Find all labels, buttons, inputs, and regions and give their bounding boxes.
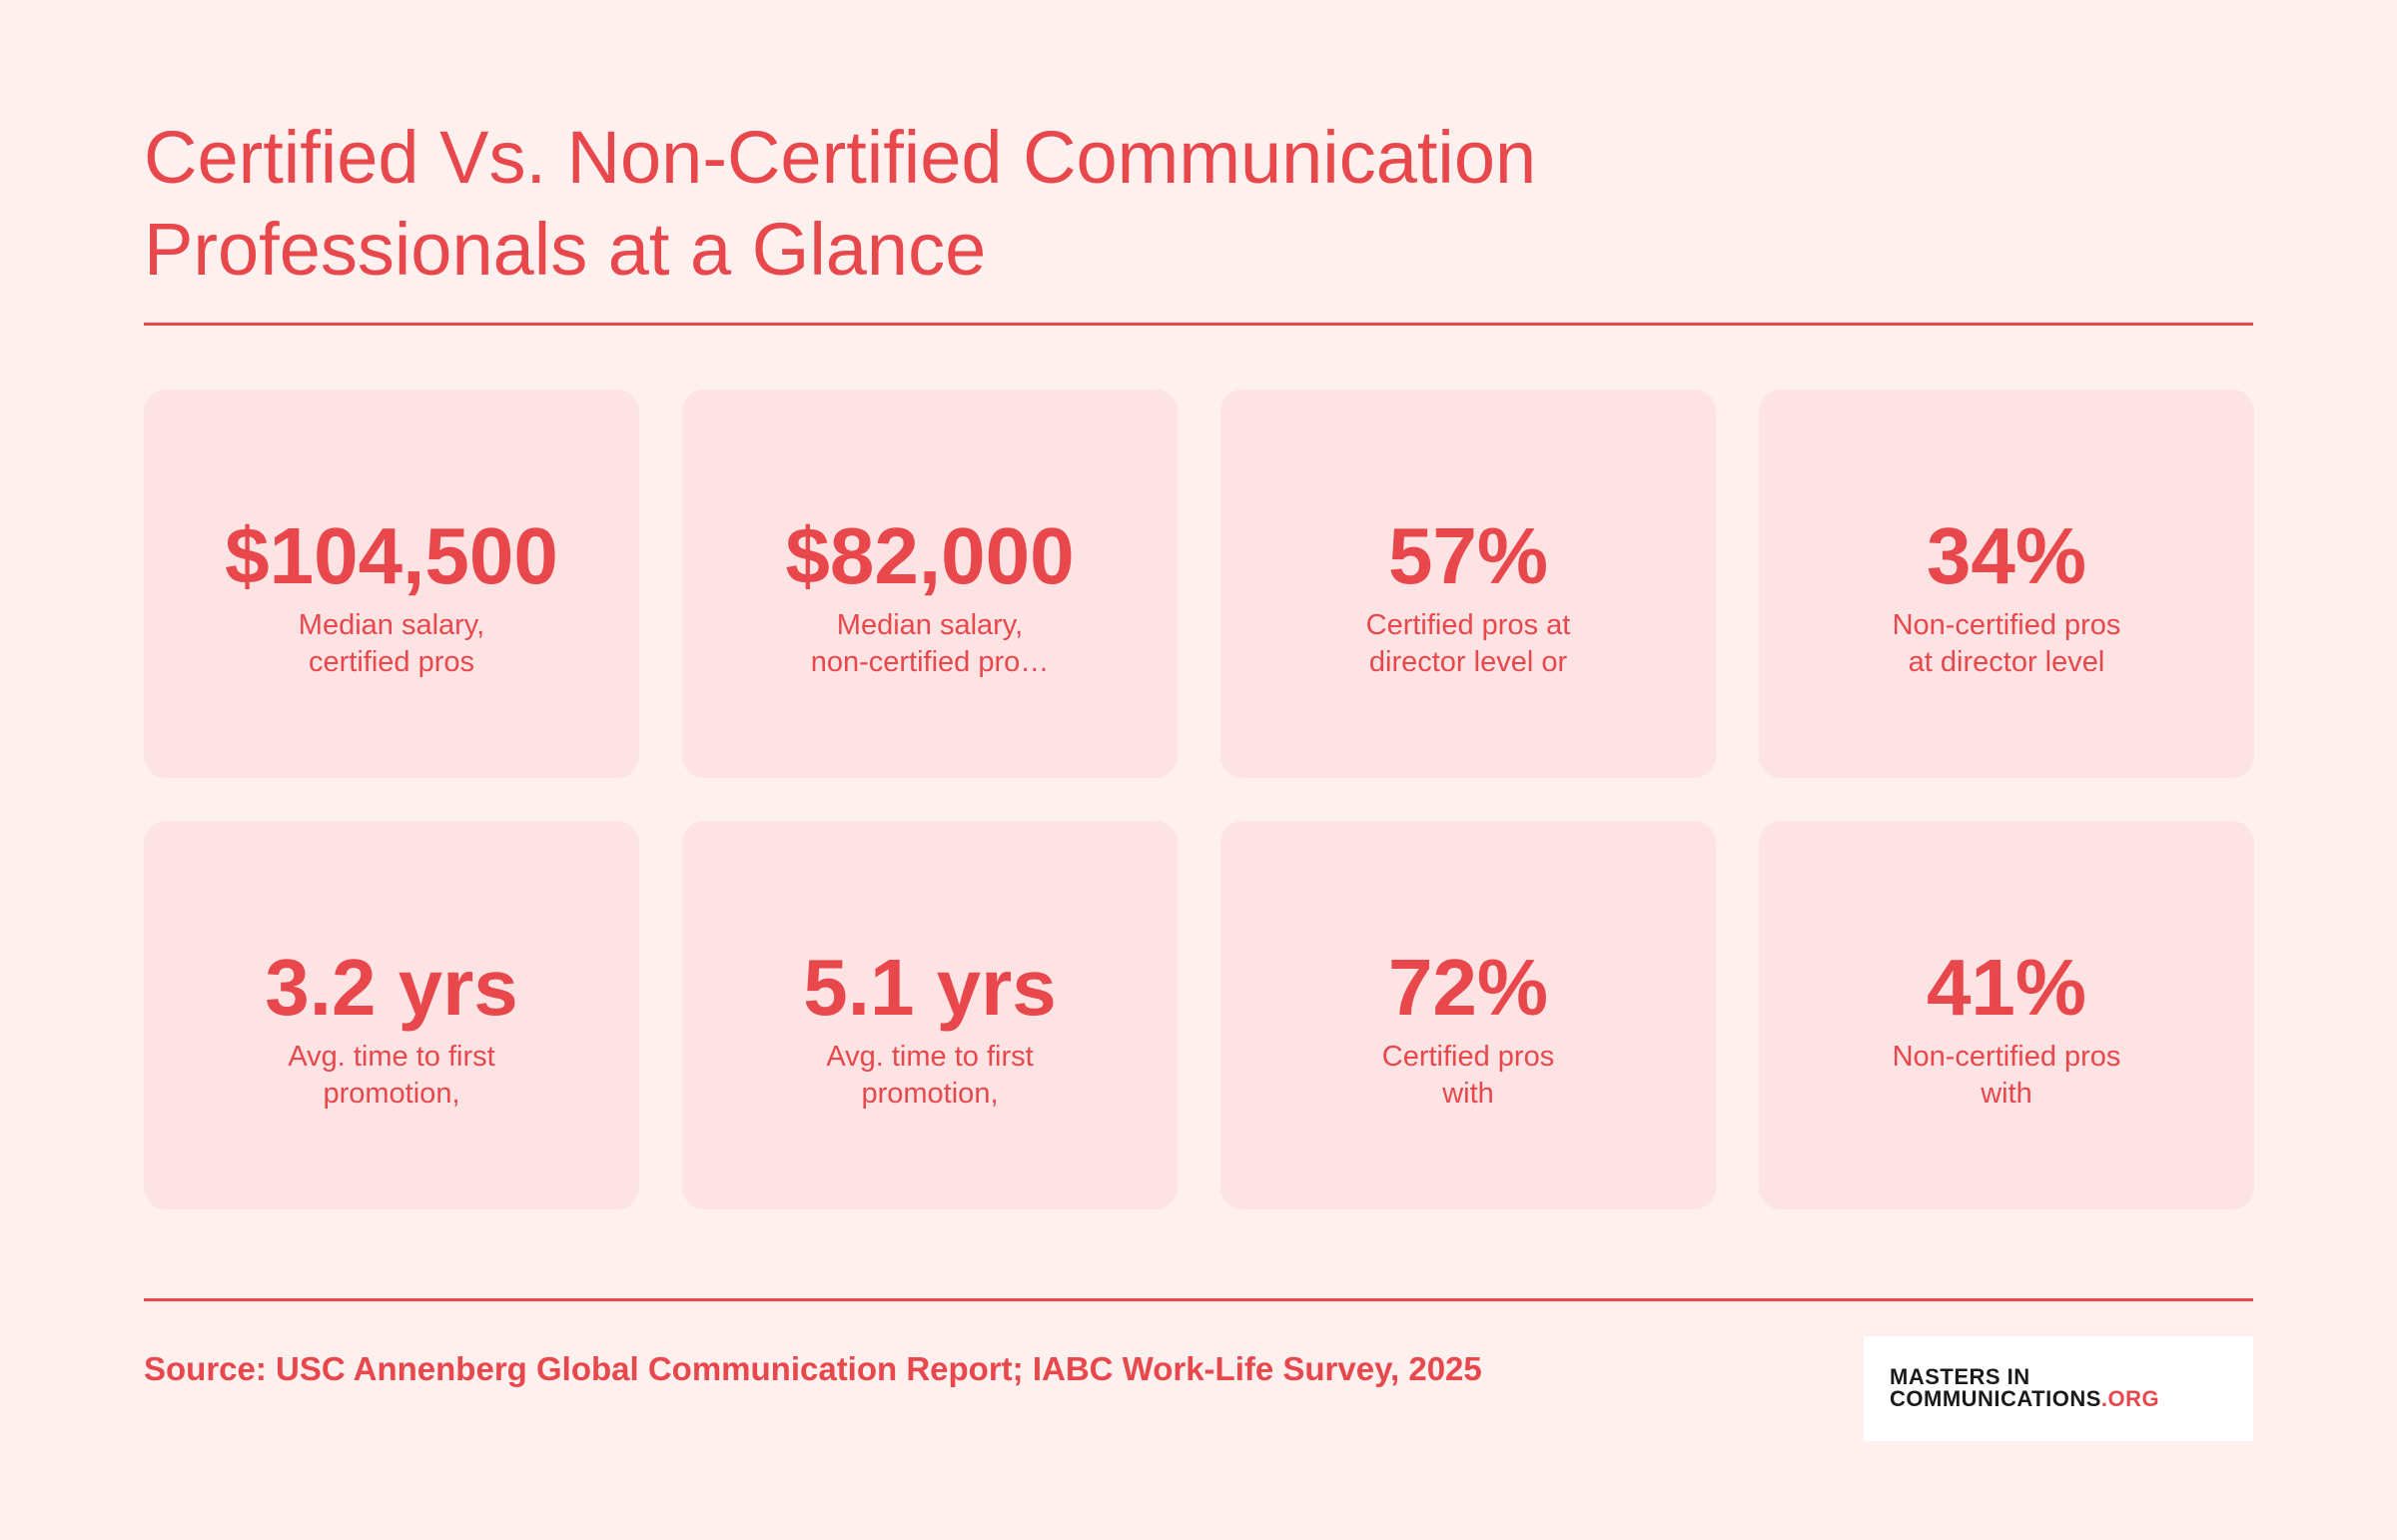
stat-value: 34% xyxy=(1926,511,2087,600)
stat-value: $104,500 xyxy=(225,511,558,600)
stat-value: 5.1 yrs xyxy=(803,943,1057,1032)
stat-card: 72% Certified pros with xyxy=(1220,821,1716,1209)
stat-label: Certified pros at director level or xyxy=(1220,607,1716,681)
logo-line: MASTERS IN xyxy=(1890,1364,2030,1389)
stat-label: Non-certified pros at director level xyxy=(1759,607,2254,681)
stat-label: Non-certified pros with xyxy=(1759,1039,2254,1113)
label-line: promotion, xyxy=(323,1078,460,1110)
stat-card: 41% Non-certified pros with xyxy=(1759,821,2254,1209)
stat-value: 41% xyxy=(1926,943,2087,1032)
label-line: Certified pros at xyxy=(1365,609,1571,641)
label-line: Avg. time to first xyxy=(826,1041,1034,1073)
divider xyxy=(144,1298,2253,1301)
stat-card: 3.2 yrs Avg. time to first promotion, xyxy=(144,821,639,1209)
stat-value: $82,000 xyxy=(785,511,1075,600)
label-line: with xyxy=(1981,1078,2032,1110)
label-line: Avg. time to first xyxy=(288,1041,495,1073)
label-line: non-certified pro… xyxy=(810,646,1050,678)
stat-value: 57% xyxy=(1387,511,1549,600)
stat-card: 34% Non-certified pros at director level xyxy=(1759,389,2254,778)
stat-card: $82,000 Median salary, non-certified pro… xyxy=(682,389,1178,778)
stat-card: 5.1 yrs Avg. time to first promotion, xyxy=(682,821,1178,1209)
label-line: Non-certified pros xyxy=(1892,609,2121,641)
stat-card: 57% Certified pros at director level or xyxy=(1220,389,1716,778)
stat-label: Median salary, non-certified pro… xyxy=(682,607,1178,681)
label-line: Median salary, xyxy=(836,609,1024,641)
logo-text: MASTERS IN COMMUNICATIONS.ORG xyxy=(1890,1366,2159,1410)
stat-value: 3.2 yrs xyxy=(265,943,518,1032)
stat-card: $104,500 Median salary, certified pros xyxy=(144,389,639,778)
stat-label: Avg. time to first promotion, xyxy=(144,1039,639,1113)
stat-label: Certified pros with xyxy=(1220,1039,1716,1113)
label-line: Median salary, xyxy=(298,609,485,641)
logo-word: COMMUNICATIONS xyxy=(1890,1386,2101,1411)
stat-value: 72% xyxy=(1387,943,1549,1032)
title: Certified Vs. Non-Certified Communicatio… xyxy=(144,112,1536,296)
divider xyxy=(144,323,2253,326)
label-line: Non-certified pros xyxy=(1892,1041,2121,1073)
label-line: at director level xyxy=(1908,646,2105,678)
logo-line: COMMUNICATIONS.ORG xyxy=(1890,1388,2159,1410)
label-line: certified pros xyxy=(308,646,474,678)
logo-suffix: .ORG xyxy=(2100,1386,2160,1411)
title-line: Certified Vs. Non-Certified Communicatio… xyxy=(144,116,1537,199)
stat-label: Avg. time to first promotion, xyxy=(682,1039,1178,1113)
logo: MASTERS IN COMMUNICATIONS.ORG xyxy=(1864,1336,2253,1441)
label-line: Certified pros xyxy=(1381,1041,1555,1073)
source: Source: USC Annenberg Global Communicati… xyxy=(144,1350,1482,1387)
label-line: director level or xyxy=(1368,646,1568,678)
label-line: with xyxy=(1442,1078,1494,1110)
title-line: Professionals at a Glance xyxy=(144,208,987,291)
label-line: promotion, xyxy=(861,1078,999,1110)
stat-label: Median salary, certified pros xyxy=(144,607,639,681)
